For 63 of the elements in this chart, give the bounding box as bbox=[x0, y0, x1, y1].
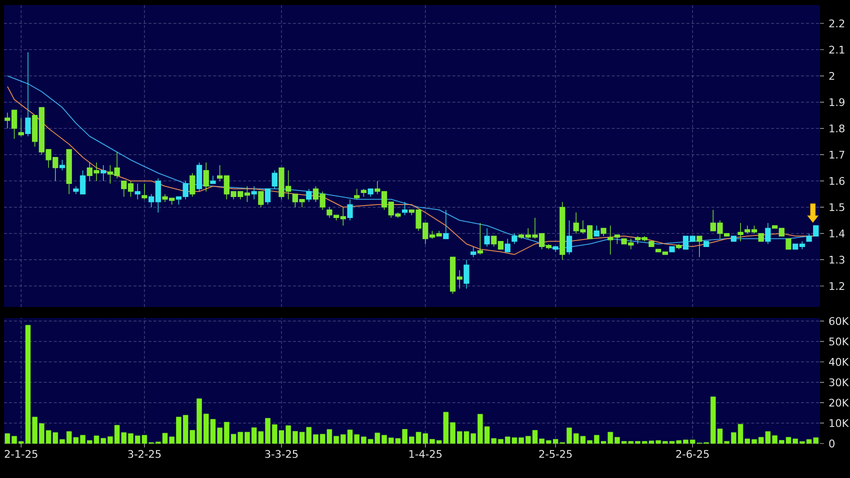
candlestick bbox=[512, 233, 518, 244]
candlestick bbox=[669, 246, 675, 252]
candlestick bbox=[648, 240, 654, 247]
candlestick bbox=[402, 202, 408, 216]
candlestick bbox=[470, 246, 476, 258]
candlestick bbox=[703, 240, 710, 247]
candlestick bbox=[66, 149, 72, 194]
candlestick bbox=[264, 188, 271, 205]
candlestick bbox=[443, 209, 449, 240]
candlestick bbox=[600, 228, 606, 236]
y-tick-label: 1.6 bbox=[830, 176, 844, 185]
candlestick bbox=[190, 172, 196, 198]
candlestick bbox=[134, 183, 140, 200]
candlestick bbox=[203, 162, 209, 192]
candlestick bbox=[696, 236, 702, 258]
y-tick-label: 1.9 bbox=[830, 98, 844, 106]
y-tick-label: 0 bbox=[829, 440, 834, 448]
candlestick bbox=[594, 225, 600, 236]
candlestick bbox=[360, 188, 367, 198]
y-tick-label: 30K bbox=[829, 378, 849, 386]
candlestick bbox=[210, 175, 216, 184]
y-tick-label: 1.2 bbox=[830, 282, 844, 290]
x-tick-label: 1-4-25 bbox=[409, 450, 442, 458]
y-tick-label: 60K bbox=[829, 317, 849, 326]
candlestick bbox=[730, 236, 736, 242]
candlestick bbox=[566, 220, 572, 255]
candlestick bbox=[368, 188, 374, 198]
y-tick-label: 1.8 bbox=[830, 124, 844, 132]
candlestick bbox=[347, 198, 353, 221]
candlestick bbox=[484, 228, 490, 247]
y-tick-label: 2.1 bbox=[829, 46, 844, 54]
x-tick-label: 3-2-25 bbox=[128, 450, 161, 458]
x-tick-label: 2-5-25 bbox=[539, 450, 572, 458]
candlestick bbox=[758, 233, 764, 242]
candlestick bbox=[25, 52, 31, 137]
candlestick bbox=[251, 186, 257, 200]
candlestick bbox=[196, 162, 202, 192]
candlestick bbox=[464, 259, 470, 289]
candlestick bbox=[354, 188, 360, 200]
y-tick-label: 1.7 bbox=[830, 150, 844, 158]
candlestick bbox=[100, 164, 106, 182]
candlestick bbox=[142, 183, 148, 200]
candlestick bbox=[560, 202, 566, 260]
y-tick-label: 1.3 bbox=[830, 256, 844, 264]
candlestick bbox=[272, 170, 278, 190]
candlestick bbox=[552, 246, 558, 252]
x-tick-label: 2-1-25 bbox=[4, 450, 38, 458]
x-tick-label: 2-6-25 bbox=[676, 450, 709, 458]
candlestick bbox=[504, 238, 510, 252]
candlestick bbox=[306, 188, 312, 202]
y-tick-label: 50K bbox=[829, 338, 849, 346]
y-tick-label: 1.5 bbox=[830, 203, 844, 212]
y-tick-label: 1.4 bbox=[830, 230, 845, 238]
candlestick bbox=[258, 191, 264, 208]
y-tick-label: 10K bbox=[830, 419, 849, 428]
y-tick-label: 2 bbox=[829, 72, 834, 80]
y-tick-label: 20K bbox=[829, 398, 849, 407]
candlestick bbox=[676, 244, 682, 250]
candlestick bbox=[765, 222, 771, 244]
x-tick-label: 3-3-25 bbox=[265, 450, 298, 458]
candlestick bbox=[786, 238, 792, 250]
y-tick-label: 40K bbox=[829, 358, 849, 366]
y-tick-label: 2.2 bbox=[829, 19, 844, 28]
